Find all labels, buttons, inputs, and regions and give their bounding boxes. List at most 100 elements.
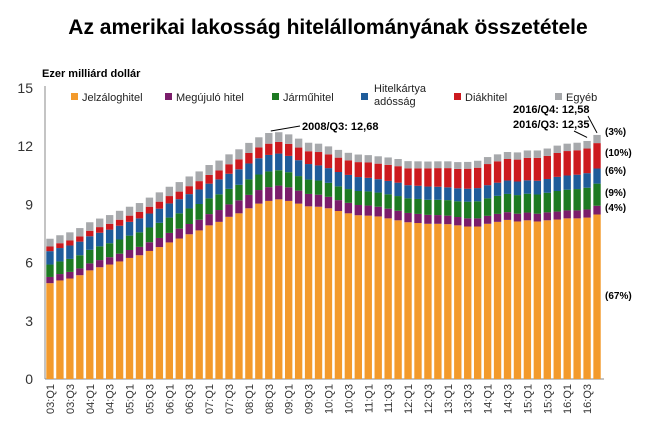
x-tick-label: 03:Q1 <box>45 384 57 414</box>
bar-6-09-Q4 <box>314 143 323 153</box>
bar-5-12-Q3 <box>424 168 432 187</box>
bar-3-08-Q4 <box>275 170 283 186</box>
x-tick-label: 13:Q3 <box>463 384 475 414</box>
bar-2-10-Q2 <box>334 200 343 211</box>
bar-1-04-Q4 <box>115 261 124 379</box>
bar-3-04-Q4 <box>115 239 124 254</box>
x-tick-label: 16:Q1 <box>562 384 574 414</box>
bar-4-07-Q3 <box>225 173 233 189</box>
bar-4-13-Q1 <box>444 187 452 201</box>
bar-6-15-Q3 <box>543 148 551 156</box>
bar-1-12-Q3 <box>424 223 432 379</box>
bar-4-09-Q2 <box>294 160 303 177</box>
bar-5-06-Q3 <box>185 186 193 195</box>
bar-6-11-Q2 <box>374 156 382 164</box>
bar-2-15-Q1 <box>523 212 532 221</box>
bar-4-04-Q2 <box>96 232 104 247</box>
bar-2-09-Q4 <box>314 194 323 207</box>
bar-3-12-Q3 <box>424 199 432 215</box>
bar-2-12-Q2 <box>414 213 422 224</box>
bar-4-16-Q4 <box>593 168 601 184</box>
bar-4-03-Q4 <box>76 241 84 256</box>
legend-label-line-2: adósság <box>374 96 416 108</box>
x-tick-label: 07:Q1 <box>204 384 216 414</box>
bar-5-15-Q1 <box>523 157 532 181</box>
bar-1-09-Q1 <box>285 200 293 379</box>
x-tick-label: 12:Q1 <box>403 384 415 414</box>
bar-2-12-Q4 <box>434 215 442 224</box>
bar-5-11-Q4 <box>394 166 402 183</box>
bar-4-07-Q2 <box>215 179 223 195</box>
bar-3-06-Q1 <box>165 217 174 233</box>
bar-4-08-Q4 <box>275 153 283 171</box>
bar-3-05-Q4 <box>155 222 164 238</box>
bar-2-03-Q3 <box>66 271 74 279</box>
bar-2-11-Q3 <box>384 208 392 219</box>
bar-4-15-Q4 <box>553 176 561 192</box>
y-tick-label: 3 <box>25 313 33 329</box>
bar-1-09-Q4 <box>314 206 323 379</box>
bar-4-04-Q3 <box>105 229 114 244</box>
bar-1-13-Q3 <box>464 226 472 379</box>
bar-3-16-Q4 <box>593 183 601 206</box>
bar-5-04-Q4 <box>115 219 124 226</box>
bar-4-14-Q1 <box>483 185 492 199</box>
bar-1-11-Q4 <box>394 220 402 379</box>
bar-2-13-Q3 <box>464 218 472 227</box>
bar-5-13-Q1 <box>444 168 452 188</box>
bar-3-07-Q3 <box>225 188 233 205</box>
share-label-hitelkártya: (6%) <box>605 166 626 177</box>
bar-5-16-Q2 <box>573 150 581 175</box>
bar-3-15-Q4 <box>553 191 561 212</box>
bar-4-10-Q3 <box>344 174 353 190</box>
bar-3-12-Q4 <box>434 199 442 216</box>
bar-6-03-Q2 <box>56 235 64 244</box>
bar-5-13-Q4 <box>473 167 482 189</box>
bar-1-10-Q3 <box>344 213 353 379</box>
bar-1-04-Q3 <box>105 264 114 379</box>
bar-1-16-Q3 <box>583 217 591 379</box>
bar-6-03-Q3 <box>66 232 74 241</box>
bar-4-06-Q3 <box>185 194 193 209</box>
bar-1-08-Q4 <box>275 199 283 379</box>
bar-5-05-Q2 <box>135 211 144 219</box>
bar-6-13-Q1 <box>444 161 452 169</box>
bar-2-04-Q1 <box>86 263 94 271</box>
bar-6-11-Q3 <box>384 157 392 165</box>
bar-2-16-Q3 <box>583 209 591 218</box>
bar-4-14-Q2 <box>493 182 502 196</box>
y-tick-label: 0 <box>25 371 33 387</box>
bar-3-07-Q2 <box>215 194 223 211</box>
bar-3-11-Q3 <box>384 194 392 209</box>
bar-6-08-Q4 <box>275 132 283 142</box>
bar-2-11-Q4 <box>394 210 402 221</box>
x-tick-label: 07:Q3 <box>224 384 236 414</box>
bar-5-07-Q2 <box>215 170 223 180</box>
legend-label: Diákhitel <box>465 92 507 104</box>
bar-5-05-Q1 <box>125 215 134 222</box>
bar-5-13-Q2 <box>454 168 462 189</box>
bar-4-06-Q4 <box>195 189 203 205</box>
bar-3-14-Q3 <box>503 193 512 213</box>
bar-3-15-Q1 <box>523 193 532 213</box>
bar-2-10-Q1 <box>324 196 333 209</box>
bar-2-14-Q1 <box>483 215 492 224</box>
x-tick-label: 14:Q1 <box>483 384 495 414</box>
legend-swatch-4 <box>361 93 368 100</box>
y-tick-label: 12 <box>17 138 33 154</box>
bar-3-14-Q2 <box>493 195 502 214</box>
bar-6-13-Q4 <box>473 160 482 168</box>
bar-6-06-Q4 <box>195 171 203 182</box>
bar-4-09-Q4 <box>314 165 323 181</box>
bar-2-05-Q1 <box>125 249 134 258</box>
bar-6-15-Q4 <box>553 145 561 153</box>
bar-6-16-Q3 <box>583 140 591 149</box>
bar-4-15-Q3 <box>543 178 551 193</box>
bar-6-12-Q1 <box>404 161 412 169</box>
annotation-line-16q3 <box>573 130 588 138</box>
bar-2-13-Q2 <box>454 217 462 226</box>
bar-5-14-Q4 <box>513 159 522 182</box>
share-label-járműhitel: (9%) <box>605 188 626 199</box>
bar-2-09-Q2 <box>294 190 303 204</box>
